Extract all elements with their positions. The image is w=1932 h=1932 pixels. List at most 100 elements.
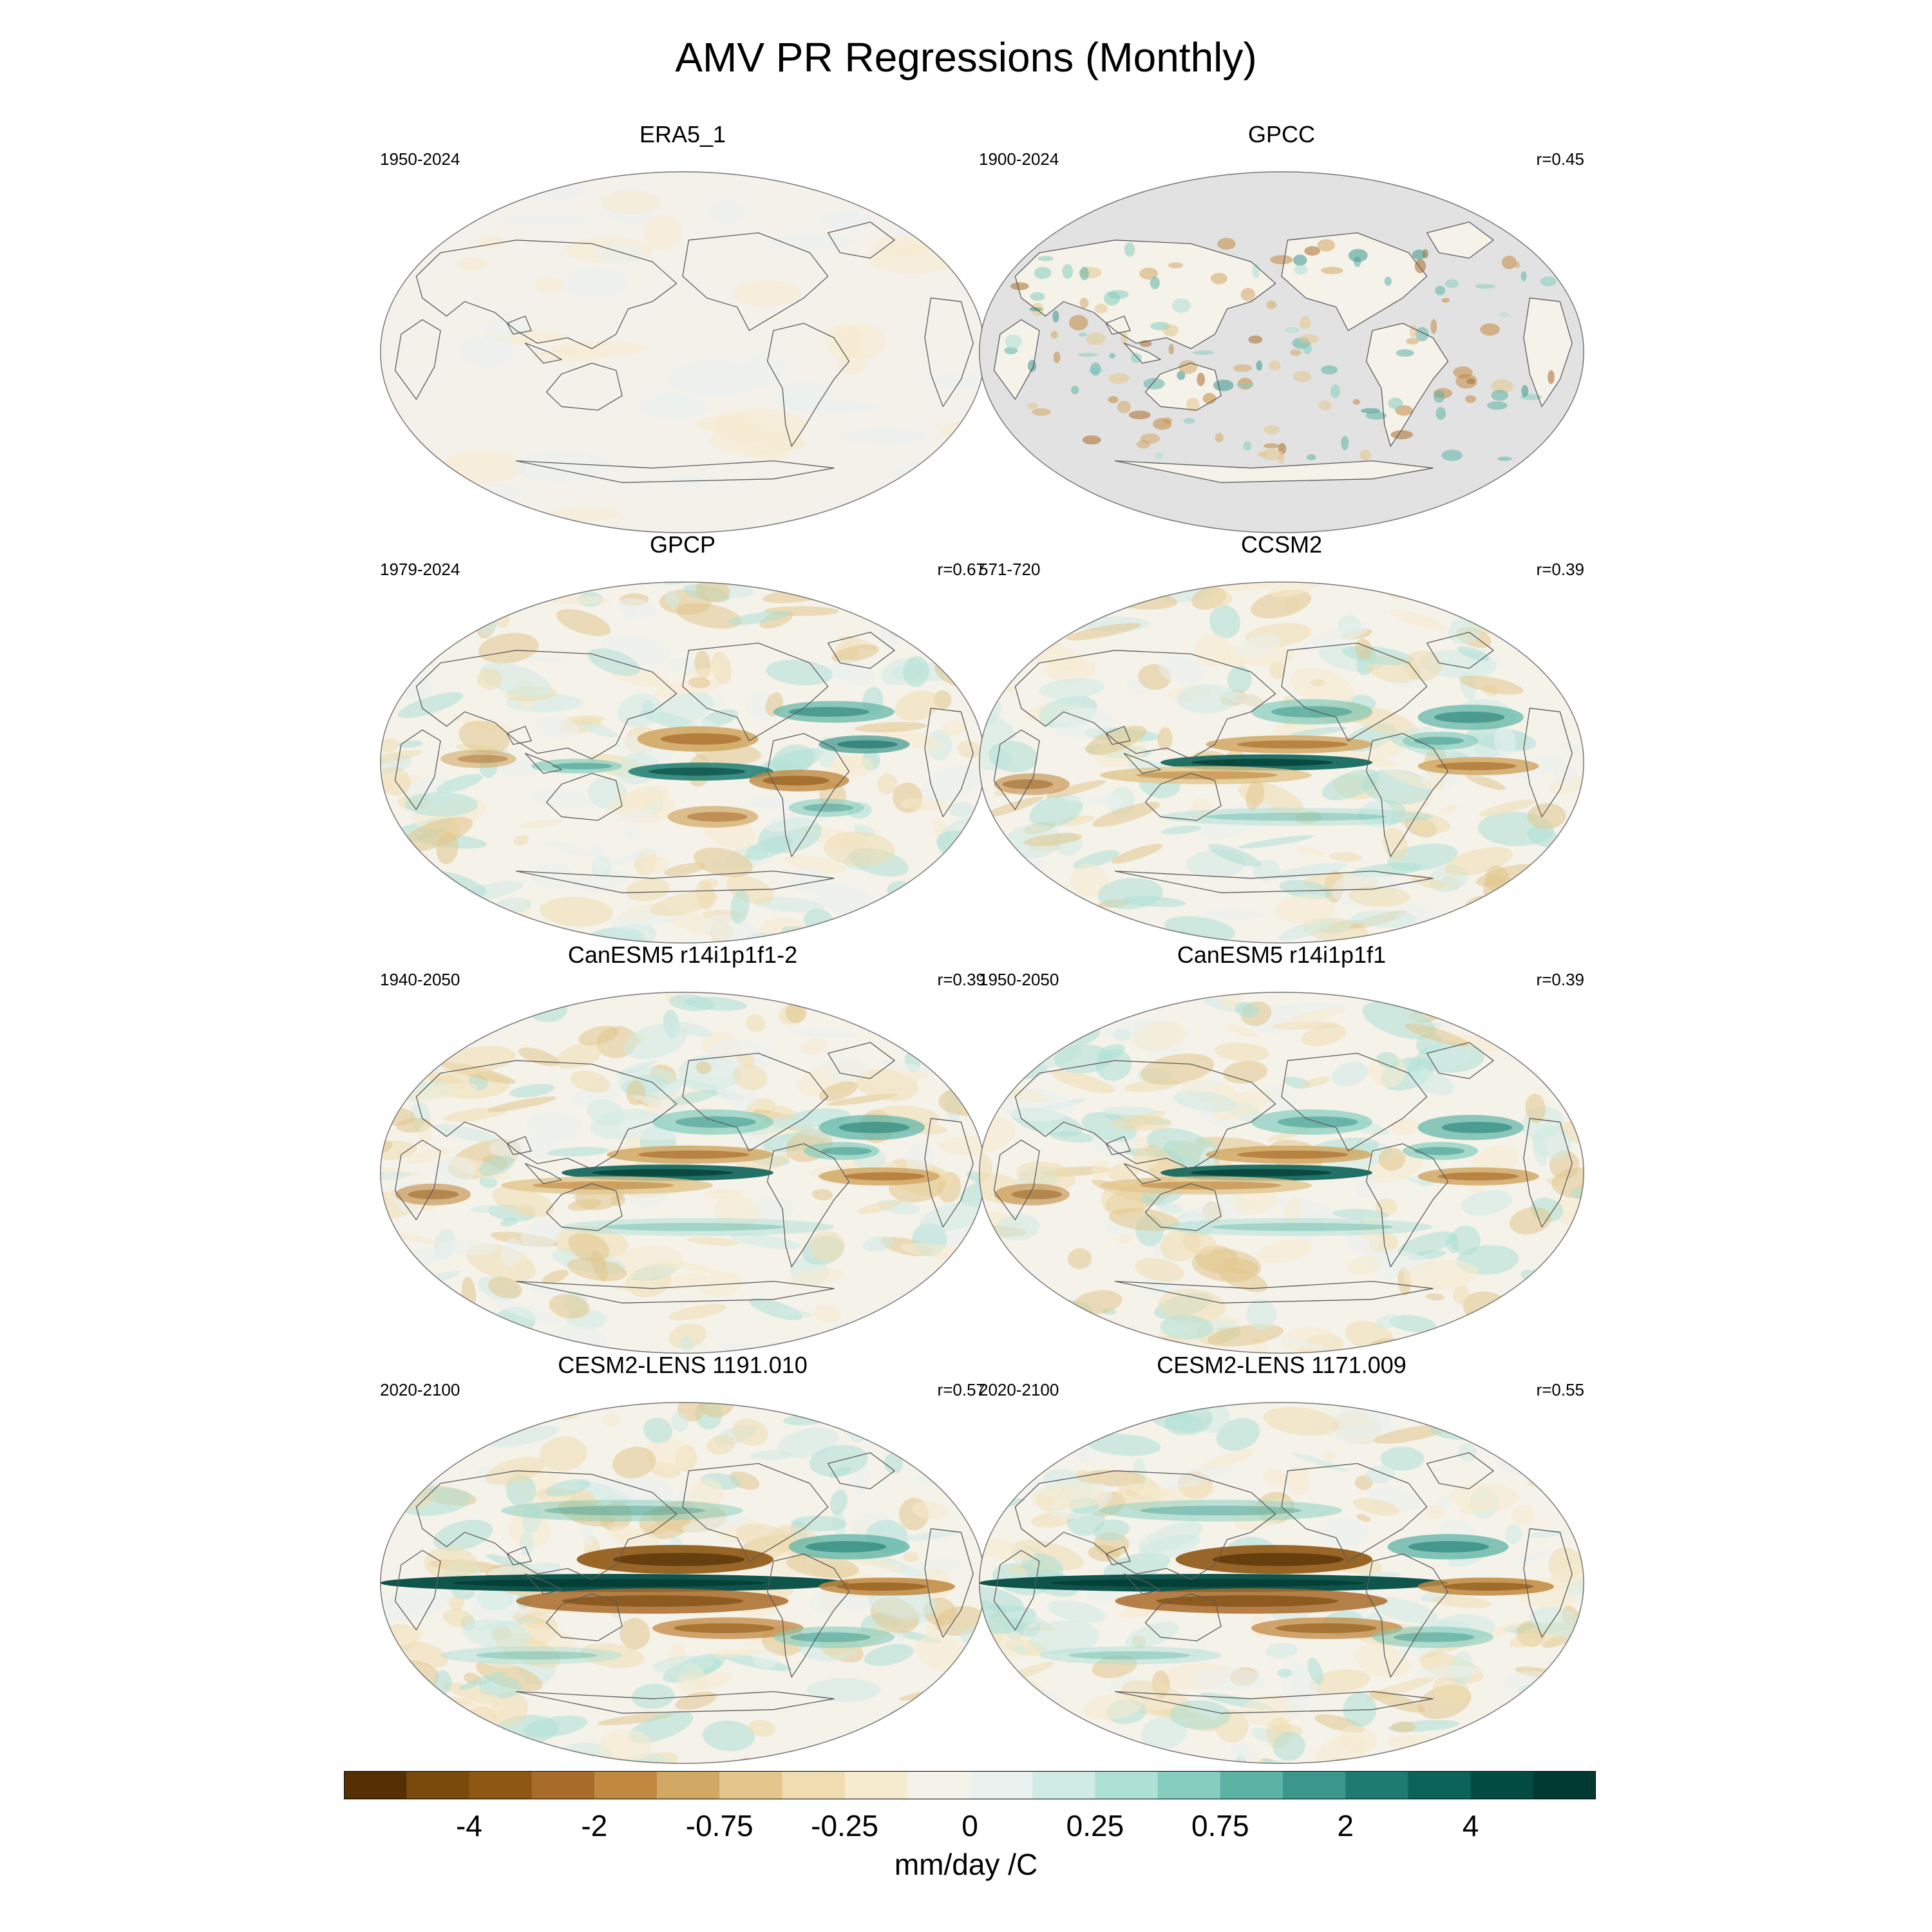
coastline [1281, 642, 1428, 741]
anomaly-band [562, 1218, 834, 1236]
anomaly-blob [500, 1217, 518, 1227]
anomaly-blob [1034, 267, 1052, 279]
anomaly-blob [404, 792, 478, 817]
anomaly-core [687, 811, 748, 822]
anomaly-blob [1455, 582, 1510, 598]
anomaly-blob [1130, 352, 1142, 363]
panel-title: CESM2-LENS 1171.009 [1157, 1352, 1406, 1378]
coastline [506, 1546, 532, 1566]
anomaly-blob [580, 1519, 595, 1547]
anomaly-blob [798, 867, 821, 886]
anomaly-blob [1465, 905, 1524, 939]
anomaly-blob [1263, 1406, 1340, 1436]
coastline [524, 1163, 562, 1184]
colorbar-segment [1283, 1771, 1346, 1799]
anomaly-blob [996, 1214, 1040, 1241]
anomaly-blob [1291, 1452, 1349, 1472]
coastline [415, 240, 677, 350]
anomaly-blob [1441, 450, 1463, 461]
coastline [1123, 753, 1161, 774]
anomaly-blob [475, 1660, 543, 1691]
anomaly-blob [1498, 312, 1510, 317]
anomaly-band [773, 1626, 895, 1649]
anomaly-blob [1450, 1226, 1481, 1255]
anomaly-blob [1177, 684, 1238, 714]
anomaly-blob [1475, 284, 1496, 289]
anomaly-blob [645, 1437, 691, 1472]
coastline [1014, 1060, 1276, 1170]
anomaly-blob [736, 1053, 755, 1066]
land-data [1426, 222, 1493, 258]
anomaly-blob [1248, 335, 1263, 344]
anomaly-blob [840, 427, 927, 445]
coastline [1144, 1183, 1222, 1231]
anomaly-blob [711, 651, 732, 685]
anomaly-blob [643, 1417, 673, 1443]
coastline [1014, 1470, 1276, 1580]
anomaly-blob [745, 1014, 766, 1032]
anomaly-blob [671, 1090, 718, 1105]
anomaly-blob [380, 1634, 384, 1649]
anomaly-blob [1431, 1596, 1492, 1608]
anomaly-blob [523, 1715, 588, 1738]
anomaly-blob [1267, 1335, 1329, 1350]
anomaly-blob [1053, 707, 1113, 739]
colorbar-segment [406, 1771, 469, 1799]
anomaly-blob [1184, 1079, 1227, 1090]
anomaly-blob [1293, 370, 1312, 383]
panel-canesm5-b: CanESM5 r14i1p1f1 1950-2050 r=0.39 [979, 942, 1584, 1354]
anomaly-blob [387, 631, 426, 659]
anomaly-blob [785, 1002, 807, 1023]
anomaly-blob [1117, 1155, 1159, 1174]
regression-map [979, 582, 1584, 943]
anomaly-blob [1009, 597, 1029, 630]
colorbar-segment [1345, 1771, 1408, 1799]
anomaly-blob [380, 1689, 429, 1705]
anomaly-blob [726, 611, 790, 625]
anomaly-blob [1450, 1482, 1519, 1512]
coastline [415, 1470, 677, 1580]
anomaly-blob [399, 1002, 454, 1011]
anomaly-core [408, 1189, 459, 1200]
anomaly-blob [1532, 1691, 1584, 1706]
anomaly-blob [960, 1176, 985, 1208]
anomaly-blob [1092, 802, 1160, 828]
anomaly-blob [413, 1003, 453, 1016]
panel-correlation: r=0.39 [937, 970, 985, 989]
anomaly-blob [1191, 1313, 1244, 1323]
coastline [1114, 1690, 1434, 1714]
anomaly-blob [891, 1023, 906, 1043]
anomaly-blob [1480, 323, 1501, 336]
colorbar-tick-label: 2 [1337, 1809, 1354, 1842]
anomaly-blob [689, 1477, 724, 1510]
anomaly-blob [1054, 1044, 1113, 1074]
anomaly-blob [903, 1551, 920, 1562]
coastline [1426, 1452, 1494, 1490]
anomaly-blob [1094, 303, 1108, 314]
anomaly-blob [744, 835, 793, 860]
anomaly-blob [754, 896, 825, 913]
anomaly-core [1050, 1578, 1364, 1587]
anomaly-blob [1010, 282, 1029, 290]
map-border [979, 1402, 1584, 1764]
anomaly-blob [1053, 351, 1061, 363]
anomaly-blob [996, 1707, 1032, 1725]
land-data [1282, 232, 1427, 331]
anomaly-blob [617, 598, 658, 619]
anomaly-blob [639, 396, 712, 419]
anomaly-blob [555, 1043, 603, 1069]
panel-correlation: r=0.39 [1536, 970, 1584, 989]
colorbar-segment [1408, 1771, 1472, 1799]
coastline [993, 729, 1040, 810]
anomaly-blob [437, 1710, 459, 1732]
anomaly-blob [1062, 263, 1074, 279]
anomaly-blob [1527, 909, 1559, 934]
anomaly-blob [380, 884, 394, 898]
anomaly-core [1237, 1150, 1349, 1159]
coastline [545, 1593, 623, 1642]
anomaly-core [562, 1595, 744, 1607]
anomaly-blob [478, 632, 539, 664]
anomaly-blob [1318, 400, 1332, 411]
land-data [1115, 460, 1433, 483]
anomaly-blob [1078, 332, 1088, 337]
